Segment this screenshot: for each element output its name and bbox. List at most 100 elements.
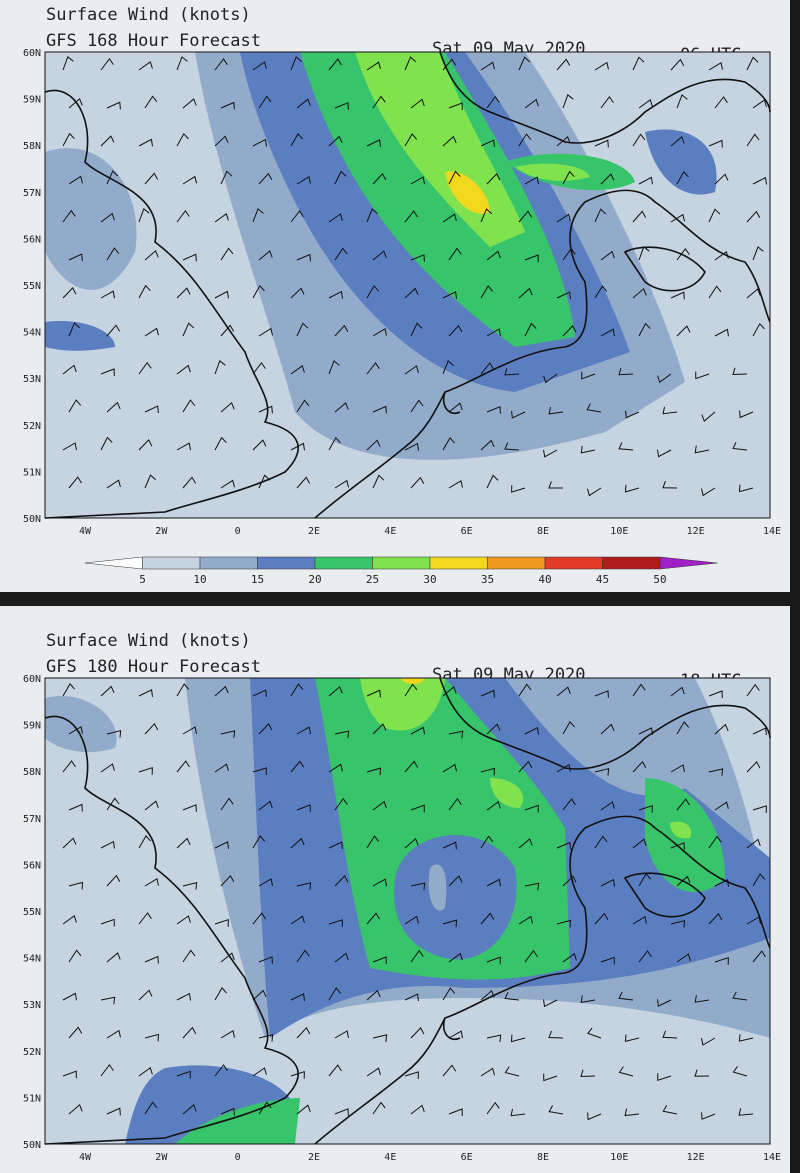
- wind-barb: [410, 98, 425, 109]
- wind-barb: [694, 1069, 710, 1077]
- wind-barb: [328, 58, 342, 71]
- coastline: [44, 89, 299, 519]
- latitude-label: 50N: [23, 1140, 41, 1151]
- wind-barb: [68, 476, 82, 489]
- wind-barb: [252, 361, 266, 375]
- wind-barb: [543, 999, 558, 1008]
- wind-barb: [410, 882, 426, 891]
- wind-barb: [106, 952, 121, 963]
- wind-speed-area: [394, 835, 517, 960]
- wind-barb: [670, 686, 685, 697]
- wind-barb: [68, 881, 84, 890]
- wind-barb: [556, 58, 571, 71]
- wind-barb: [442, 1064, 457, 1077]
- wind-barb: [624, 1108, 640, 1117]
- wind-barb: [258, 172, 273, 185]
- wind-barb: [176, 915, 191, 925]
- wind-barb: [138, 912, 152, 925]
- wind-barb: [68, 399, 82, 413]
- wind-barb: [618, 991, 634, 1001]
- wind-barb: [100, 996, 116, 1005]
- latitude-label: 56N: [23, 860, 41, 871]
- wind-barb: [176, 132, 189, 147]
- colorbar-label: 10: [193, 573, 206, 586]
- wind-barb: [68, 1103, 83, 1115]
- wind-barb: [410, 399, 424, 413]
- wind-barb: [448, 1030, 463, 1039]
- wind-barb: [220, 324, 235, 337]
- wind-barb: [220, 1107, 235, 1116]
- wind-barb: [524, 882, 540, 891]
- wind-barb: [138, 284, 151, 299]
- wind-barb: [548, 481, 563, 489]
- wind-barb: [518, 683, 532, 697]
- wind-barb: [366, 139, 381, 147]
- latitude-label: 54N: [23, 328, 41, 339]
- wind-barb: [442, 360, 454, 375]
- wind-barb: [556, 764, 571, 773]
- wind-barb: [100, 763, 115, 773]
- coastline: [623, 246, 706, 292]
- wind-barb: [404, 915, 419, 925]
- wind-barb: [448, 170, 461, 185]
- wind-barb: [372, 1034, 388, 1042]
- wind-barb: [524, 949, 538, 963]
- wind-barb: [714, 957, 729, 965]
- wind-barb: [752, 322, 765, 337]
- wind-barb: [442, 763, 457, 773]
- wind-barb: [618, 367, 634, 376]
- colorbar-segment: [372, 556, 431, 570]
- colorbar-label: 40: [538, 573, 551, 586]
- wind-barb: [100, 840, 115, 849]
- wind-barb: [510, 1034, 526, 1043]
- wind-barb: [220, 1030, 235, 1039]
- wind-barb: [220, 797, 234, 811]
- wind-barb: [676, 325, 691, 337]
- wind-barb: [258, 1101, 272, 1115]
- wind-barb: [410, 254, 425, 262]
- wind-barb: [518, 915, 533, 925]
- wind-barb: [258, 405, 273, 414]
- wind-barb: [106, 324, 121, 337]
- coastline: [439, 677, 771, 770]
- wind-barb: [548, 1105, 564, 1115]
- wind-barb: [214, 135, 229, 147]
- wind-barb: [366, 689, 381, 698]
- wind-barb: [486, 173, 501, 185]
- wind-barb: [410, 726, 425, 735]
- wind-barb: [562, 325, 577, 337]
- wind-barb: [106, 247, 120, 261]
- wind-barb: [504, 1066, 520, 1077]
- wind-barb: [144, 327, 159, 337]
- wind-barb: [366, 912, 381, 925]
- wind-barb: [732, 1066, 748, 1077]
- latitude-label: 59N: [23, 721, 41, 732]
- wind-barb: [252, 767, 267, 775]
- wind-barb: [214, 290, 229, 299]
- longitude-label: 2E: [308, 526, 320, 537]
- wind-barb: [752, 99, 767, 109]
- wind-barb: [480, 912, 495, 925]
- wind-barb: [746, 288, 761, 299]
- wind-barb: [182, 253, 197, 262]
- wind-barb: [372, 1101, 386, 1115]
- wind-barb: [176, 56, 188, 71]
- wind-barb: [214, 919, 229, 927]
- wind-barb: [448, 875, 463, 887]
- wind-barb: [220, 170, 233, 185]
- wind-barb: [625, 410, 640, 419]
- wind-barb: [746, 56, 759, 71]
- wind-barb: [480, 208, 493, 223]
- wind-barb: [296, 726, 311, 735]
- wind-barb: [334, 797, 348, 811]
- wind-barb: [442, 291, 457, 299]
- wind-barb: [404, 133, 418, 147]
- colorbar-label: 20: [308, 573, 321, 586]
- wind-barb: [144, 95, 158, 109]
- wind-barb: [296, 1026, 311, 1039]
- wind-barb: [176, 992, 191, 1001]
- wind-barb: [328, 919, 343, 927]
- wind-barb: [334, 170, 347, 185]
- wind-barb: [290, 837, 305, 849]
- wind-barb: [296, 322, 309, 337]
